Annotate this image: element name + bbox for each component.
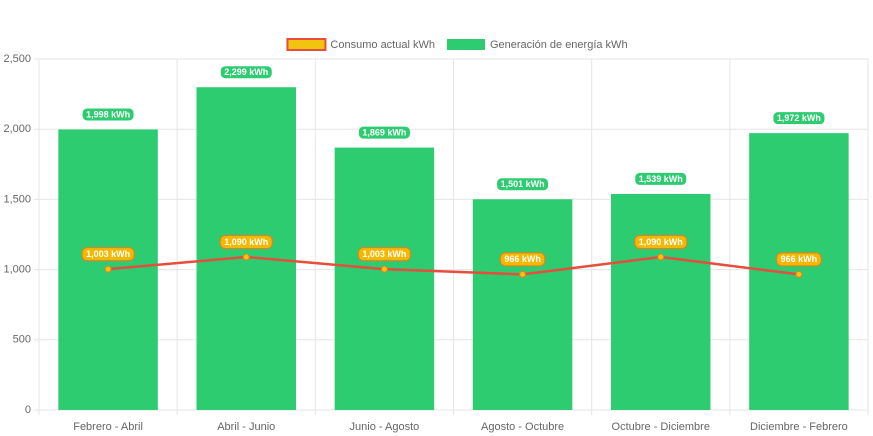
value-label: 1,501 kWh	[501, 179, 545, 189]
value-label-bg	[634, 171, 688, 186]
point	[657, 253, 665, 261]
point	[104, 265, 112, 273]
line	[107, 255, 800, 276]
value-label: 1,090 kWh	[639, 237, 683, 247]
value-label-group: 1,972 kWh	[772, 111, 826, 126]
point	[380, 265, 388, 273]
point	[242, 253, 250, 261]
value-label-group: 1,998 kWh	[81, 107, 135, 122]
value-label: 1,539 kWh	[639, 174, 683, 184]
value-label: 1,972 kWh	[777, 113, 821, 123]
value-label-bg	[496, 177, 550, 192]
value-label-bg	[219, 65, 273, 80]
y-tick-label: 1,000	[3, 264, 31, 276]
bar	[334, 147, 435, 410]
y-tick-label: 2,500	[3, 53, 31, 65]
value-label-bg	[219, 234, 273, 249]
point	[795, 270, 803, 278]
value-label-group: 2,299 kWh	[219, 65, 273, 80]
value-label-group: 966 kWh	[499, 252, 546, 267]
value-label-group: 1,090 kWh	[219, 234, 273, 249]
bar	[611, 193, 711, 410]
value-label-bg	[499, 252, 546, 267]
value-label-group: 1,869 kWh	[357, 125, 411, 140]
legend: Consumo actual kWh Generación de energía …	[286, 38, 628, 51]
value-label: 1,869 kWh	[362, 127, 406, 137]
value-label-bg	[357, 247, 411, 262]
value-label-group: 1,003 kWh	[81, 247, 135, 262]
value-label-group: 1,090 kWh	[634, 234, 688, 249]
value-label: 1,003 kWh	[86, 249, 130, 259]
value-label-group: 1,003 kWh	[357, 247, 411, 262]
value-label-group: 1,501 kWh	[496, 177, 550, 192]
value-label: 966 kWh	[504, 254, 541, 264]
value-label-bg	[772, 111, 826, 126]
legend-swatch	[286, 38, 327, 51]
value-label: 1,003 kWh	[362, 249, 406, 259]
bar	[472, 199, 573, 410]
value-label: 1,998 kWh	[86, 109, 130, 119]
x-tick-label: Diciembre - Febrero	[750, 421, 848, 433]
point	[519, 270, 527, 278]
value-label-bg	[81, 107, 135, 122]
x-tick-label: Octubre - Diciembre	[612, 421, 710, 433]
y-tick-label: 500	[13, 334, 31, 346]
value-label-bg	[81, 247, 135, 262]
x-tick-label: Abril - Junio	[217, 421, 275, 433]
x-tick-label: Agosto - Octubre	[481, 421, 564, 433]
legend-swatch	[446, 39, 485, 50]
x-tick-label: Febrero - Abril	[73, 421, 143, 433]
value-label-group: 966 kWh	[776, 252, 822, 267]
x-tick-label: Junio - Agosto	[350, 421, 420, 433]
legend-label: Generación de energía kWh	[490, 39, 628, 51]
y-tick-label: 2,000	[3, 123, 31, 135]
y-tick-label: 1,500	[3, 193, 31, 205]
value-label: 1,090 kWh	[224, 237, 268, 247]
value-label-bg	[634, 234, 688, 249]
value-label: 2,299 kWh	[224, 67, 268, 77]
value-label-bg	[357, 125, 411, 140]
value-label: 966 kWh	[781, 254, 818, 264]
value-label-bg	[776, 252, 822, 267]
value-label-group: 1,539 kWh	[634, 171, 688, 186]
legend-label: Consumo actual kWh	[330, 39, 435, 51]
y-tick-label: 0	[25, 404, 31, 416]
